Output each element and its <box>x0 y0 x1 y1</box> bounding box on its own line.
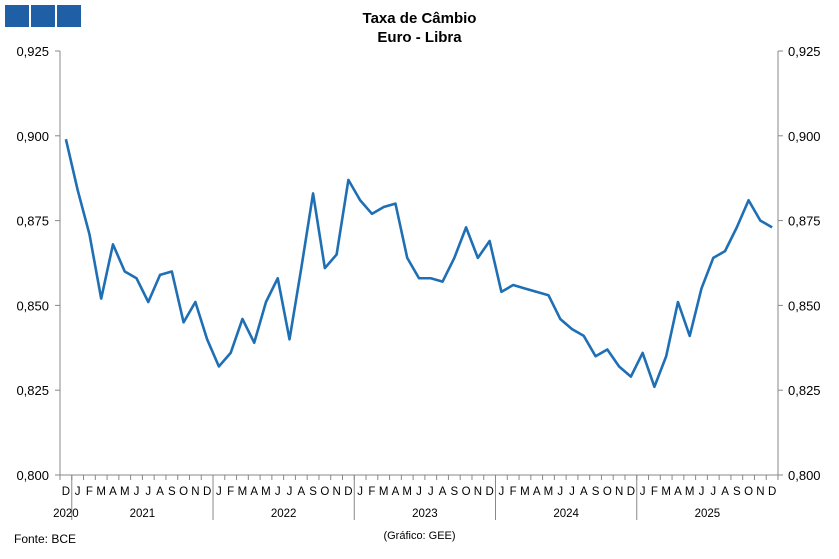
x-month-label: J <box>287 486 293 498</box>
chart-title-line1: Taxa de Câmbio <box>362 10 477 27</box>
logo-block <box>57 5 81 27</box>
x-month-label: M <box>544 486 554 498</box>
x-month-label: D <box>344 486 352 498</box>
x-month-label: N <box>191 486 199 498</box>
x-month-label: N <box>756 486 764 498</box>
x-month-label: J <box>416 486 422 498</box>
x-year-label: 2020 <box>53 508 79 520</box>
x-month-label: J <box>134 486 140 498</box>
x-month-label: N <box>474 486 482 498</box>
logo-block <box>5 5 29 27</box>
x-month-label: F <box>368 486 375 498</box>
x-month-label: A <box>439 486 447 498</box>
source-label: Fonte: BCE <box>14 532 77 546</box>
x-month-label: F <box>227 486 234 498</box>
x-month-label: O <box>462 486 471 498</box>
x-month-label: A <box>250 486 258 498</box>
x-month-label: J <box>699 486 705 498</box>
x-month-label: S <box>450 486 458 498</box>
chart-title-line2: Euro - Libra <box>377 29 462 46</box>
y-tick-label-right: 0,925 <box>788 44 821 59</box>
x-month-label: J <box>640 486 646 498</box>
x-month-label: A <box>109 486 117 498</box>
x-month-label: J <box>145 486 151 498</box>
x-year-label: 2021 <box>130 508 156 520</box>
x-month-label: M <box>661 486 671 498</box>
x-month-label: M <box>402 486 412 498</box>
x-month-label: A <box>156 486 164 498</box>
credit-label: (Gráfico: GEE) <box>383 530 456 542</box>
y-tick-label-left: 0,850 <box>16 298 49 313</box>
x-month-label: J <box>557 486 563 498</box>
x-month-label: D <box>627 486 635 498</box>
y-tick-label-right: 0,875 <box>788 214 821 229</box>
x-month-label: M <box>96 486 106 498</box>
x-month-label: F <box>86 486 93 498</box>
y-tick-label-left: 0,925 <box>16 44 49 59</box>
x-month-label: M <box>685 486 695 498</box>
x-month-label: F <box>510 486 517 498</box>
x-month-label: S <box>309 486 317 498</box>
x-month-label: M <box>261 486 271 498</box>
x-month-label: M <box>238 486 248 498</box>
x-month-label: M <box>520 486 530 498</box>
x-month-label: A <box>297 486 305 498</box>
x-month-label: A <box>392 486 400 498</box>
x-month-label: J <box>216 486 222 498</box>
x-month-label: A <box>674 486 682 498</box>
x-month-label: D <box>203 486 211 498</box>
x-month-label: J <box>275 486 281 498</box>
x-month-label: A <box>580 486 588 498</box>
x-month-label: O <box>603 486 612 498</box>
x-year-label: 2024 <box>553 508 579 520</box>
x-month-label: F <box>651 486 658 498</box>
x-month-label: D <box>485 486 493 498</box>
x-month-label: J <box>428 486 434 498</box>
x-month-label: N <box>332 486 340 498</box>
x-month-label: S <box>168 486 176 498</box>
x-month-label: A <box>721 486 729 498</box>
x-year-label: 2022 <box>271 508 297 520</box>
x-month-label: O <box>744 486 753 498</box>
x-year-label: 2023 <box>412 508 438 520</box>
x-month-label: S <box>733 486 741 498</box>
x-month-label: N <box>615 486 623 498</box>
x-year-label: 2025 <box>695 508 721 520</box>
y-tick-label-right: 0,800 <box>788 468 821 483</box>
x-month-label: D <box>62 486 70 498</box>
y-tick-label-right: 0,850 <box>788 298 821 313</box>
x-month-label: O <box>179 486 188 498</box>
x-month-label: S <box>592 486 600 498</box>
x-month-label: J <box>499 486 505 498</box>
y-tick-label-left: 0,800 <box>16 468 49 483</box>
y-tick-label-right: 0,900 <box>788 129 821 144</box>
y-tick-label-right: 0,825 <box>788 383 821 398</box>
x-month-label: O <box>320 486 329 498</box>
x-month-label: J <box>569 486 575 498</box>
logo <box>5 5 81 27</box>
chart-title: Taxa de Câmbio Euro - Libra <box>0 9 839 47</box>
y-tick-label-left: 0,825 <box>16 383 49 398</box>
x-month-label: M <box>120 486 130 498</box>
logo-block <box>31 5 55 27</box>
x-month-label: J <box>75 486 81 498</box>
series-line <box>64 138 773 389</box>
x-month-label: D <box>768 486 776 498</box>
y-tick-label-left: 0,900 <box>16 129 49 144</box>
y-tick-label-left: 0,875 <box>16 214 49 229</box>
x-month-label: J <box>357 486 363 498</box>
x-month-label: M <box>379 486 389 498</box>
x-month-label: A <box>533 486 541 498</box>
x-month-label: J <box>710 486 716 498</box>
